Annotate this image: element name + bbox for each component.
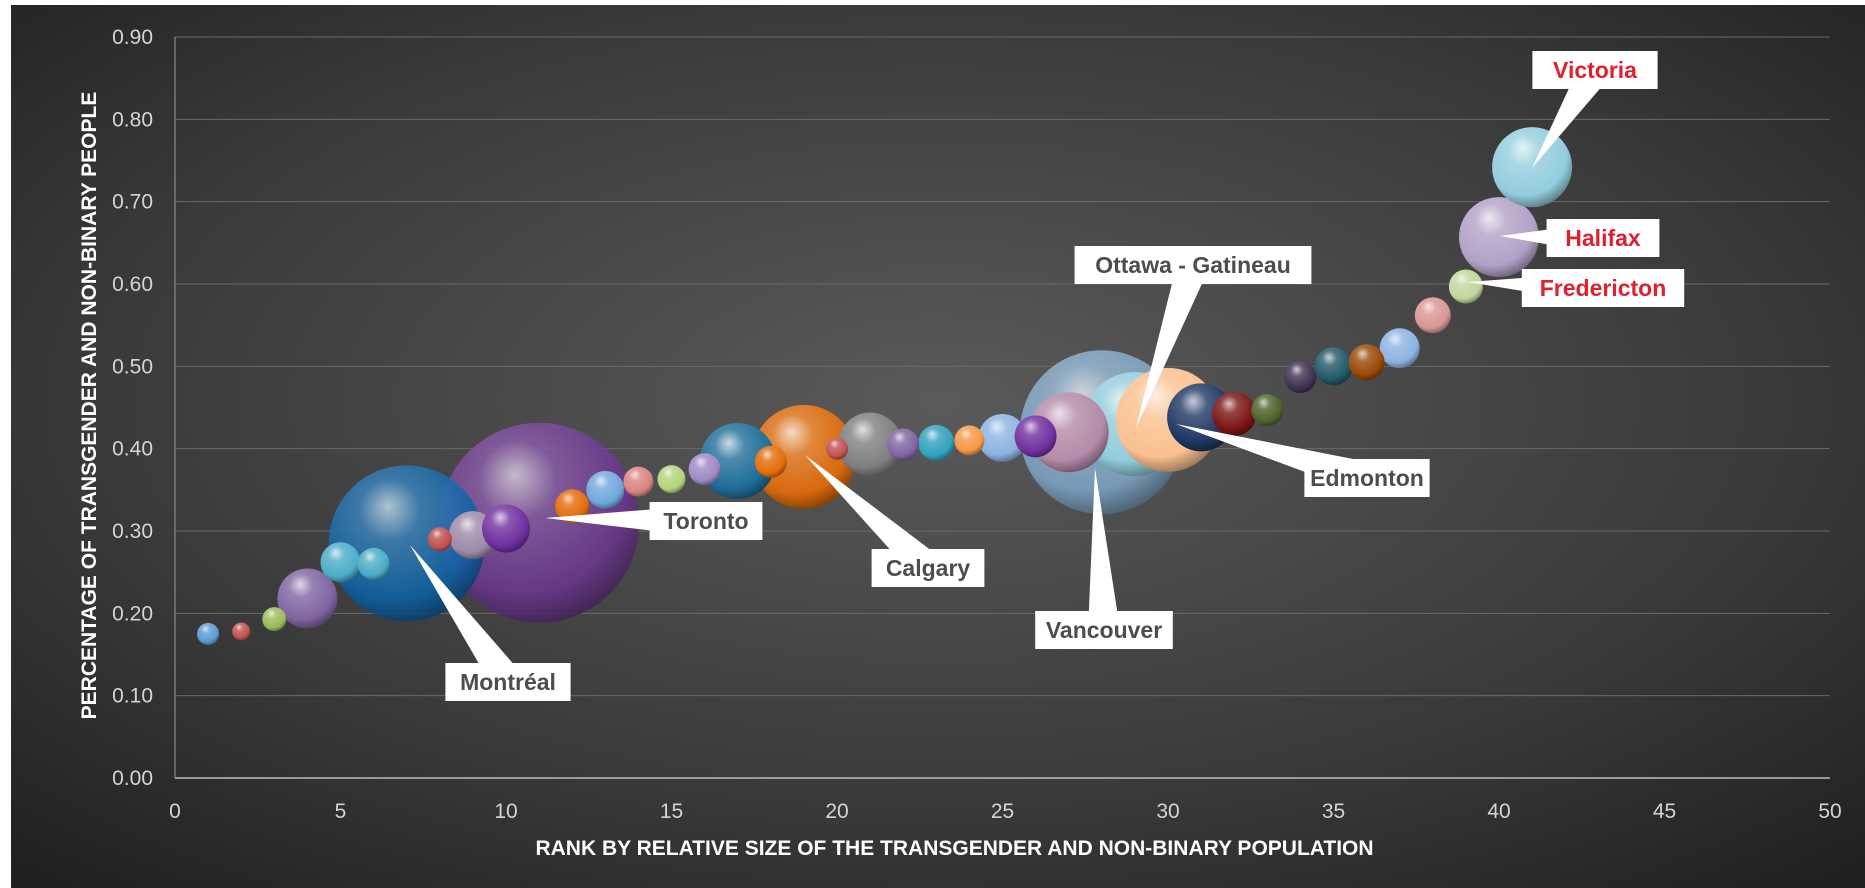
x-tick-label: 5 [335, 800, 347, 823]
bubble [277, 568, 338, 629]
bubble [699, 423, 776, 500]
data-label: Edmonton [1310, 465, 1424, 491]
y-tick-label: 0.40 [112, 438, 153, 461]
callout-box [649, 502, 763, 540]
x-tick-label: 40 [1487, 800, 1510, 823]
bubble [586, 470, 625, 509]
y-tick-label: 0.30 [112, 520, 153, 543]
callout-box [1074, 246, 1312, 284]
bubble [555, 489, 590, 524]
data-label: Montréal [460, 669, 556, 695]
bubble [1314, 347, 1353, 386]
bubble [427, 527, 452, 552]
bubble [1379, 328, 1420, 369]
data-label: Vancouver [1046, 617, 1162, 643]
bubble [1212, 392, 1257, 437]
bubbles [197, 127, 1573, 645]
x-tick-label: 35 [1322, 800, 1345, 823]
bubble [1251, 393, 1284, 426]
y-tick-label: 0.90 [112, 26, 153, 49]
data-label: Victoria [1553, 57, 1637, 83]
y-tick-label: 0.60 [112, 273, 153, 296]
bubble [1348, 344, 1385, 381]
x-axis-title: RANK BY RELATIVE SIZE OF THE TRANSGENDER… [535, 837, 1373, 860]
bubble [1284, 361, 1317, 394]
bubble [320, 542, 361, 583]
x-tick-label: 10 [494, 800, 517, 823]
y-tick-label: 0.10 [112, 685, 153, 708]
y-tick-label: 0.50 [112, 355, 153, 378]
bubble [482, 504, 530, 553]
bubble [1414, 297, 1451, 334]
bubble [1448, 269, 1483, 304]
bubble [623, 466, 654, 497]
bubble [357, 547, 390, 580]
callout-box [1546, 219, 1660, 257]
bubble [754, 445, 787, 478]
data-label: Halifax [1565, 225, 1641, 251]
callout-pointer [805, 455, 939, 580]
data-label: Fredericton [1540, 275, 1667, 301]
y-tick-label: 0.80 [112, 108, 153, 131]
y-tick-label: 0.20 [112, 602, 153, 625]
bubble [751, 404, 856, 509]
callouts: Victoria Halifax Fredericton Ottawa - Gatin… [410, 51, 1685, 701]
callout-box [445, 663, 571, 701]
y-tick-label: 0.00 [112, 767, 153, 790]
callout-box [1304, 459, 1430, 497]
bubble [439, 422, 640, 623]
callout-box [871, 549, 985, 587]
bubble [232, 622, 251, 641]
y-axis-title: PERCENTAGE OF TRANSGENDER AND NON-BINARY… [78, 92, 101, 720]
x-tick-label: 0 [169, 800, 181, 823]
data-label: Ottawa - Gatineau [1095, 252, 1291, 278]
bubble [657, 465, 686, 494]
bubble [688, 453, 721, 486]
bubble [197, 622, 220, 645]
callout-pointer [1088, 468, 1120, 631]
data-label: Toronto [663, 508, 748, 534]
bubble [826, 437, 848, 460]
x-tick-label: 25 [991, 800, 1014, 823]
bubble [887, 428, 920, 461]
y-tick-label: 0.70 [112, 191, 153, 214]
gridlines [175, 36, 1830, 697]
bubble [262, 607, 287, 632]
axes: 0.00 0.10 0.20 0.30 0.40 0.50 0.60 0.70 0.80 0.90… [112, 26, 1842, 823]
callout-box [1532, 51, 1658, 89]
bubble [1492, 127, 1573, 208]
callout-pointer [410, 545, 522, 692]
data-label: Calgary [886, 555, 971, 581]
callout-box [1521, 269, 1685, 307]
callout-pointer [1136, 259, 1209, 428]
bubble [918, 424, 955, 461]
x-tick-label: 45 [1653, 800, 1676, 823]
bubble [978, 413, 1027, 462]
x-tick-label: 15 [660, 800, 683, 823]
x-tick-label: 20 [825, 800, 848, 823]
bubble [328, 465, 485, 622]
x-tick-label: 30 [1156, 800, 1179, 823]
x-tick-label: 50 [1818, 800, 1841, 823]
bubble [954, 425, 985, 456]
bubble [1014, 415, 1057, 458]
bubble [838, 412, 903, 477]
callout-box [1035, 611, 1173, 649]
bubble [1459, 197, 1539, 278]
